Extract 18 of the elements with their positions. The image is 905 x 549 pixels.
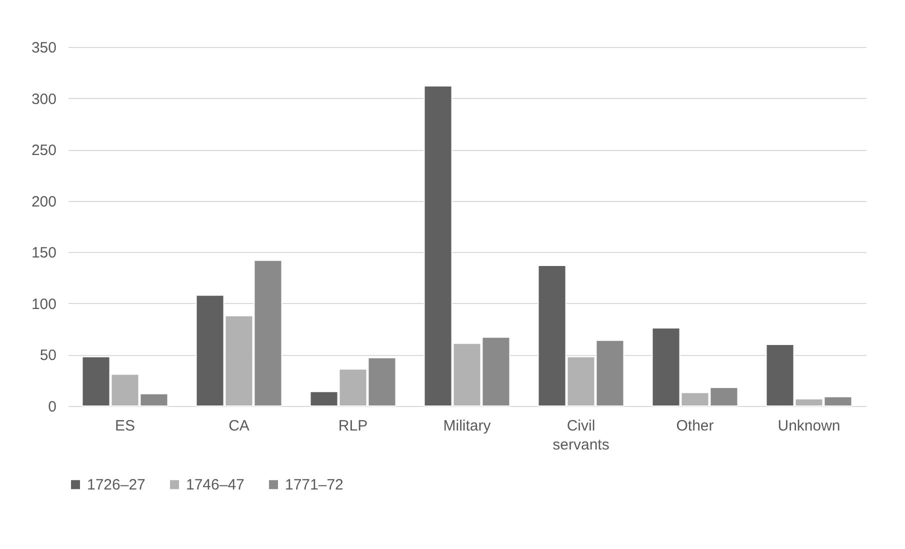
x-tick-label: Civil servants [552, 418, 610, 454]
legend-label: 1771–72 [285, 476, 344, 494]
y-tick-label: 350 [31, 40, 56, 56]
x-tick-label: RLP [338, 418, 368, 434]
y-tick-label: 150 [31, 244, 56, 262]
x-tick-label: Other [676, 418, 714, 434]
y-tick-label: 250 [31, 142, 56, 160]
y-tick-label: 300 [31, 90, 56, 108]
legend-label: 1726–27 [87, 476, 146, 494]
legend-label: 1746–47 [186, 476, 244, 494]
x-tick-label: CA [228, 418, 250, 434]
x-tick-label: Unknown [778, 418, 840, 434]
y-tick-label: 50 [40, 347, 56, 364]
y-tick-label: 100 [31, 296, 56, 313]
x-tick-label: ES [114, 418, 136, 434]
y-tick-label: 200 [31, 193, 56, 210]
x-tick-label: Military [443, 418, 492, 434]
y-tick-label: 0 [48, 398, 56, 416]
